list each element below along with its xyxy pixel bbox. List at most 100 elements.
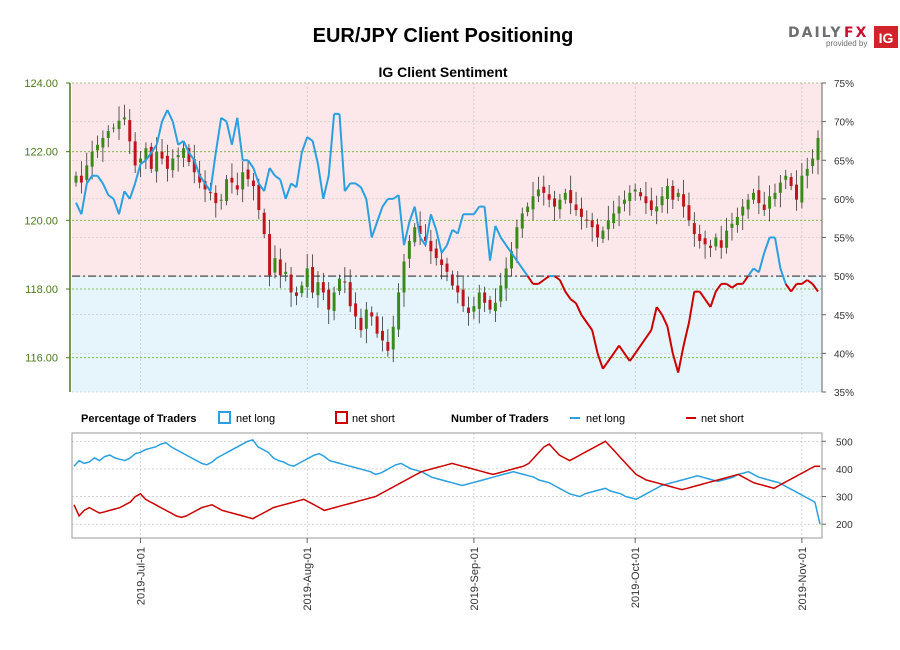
candle-down (380, 330, 384, 341)
candle-up (101, 137, 105, 148)
candle-down (547, 194, 551, 200)
date-tick-label: 2019-Oct-01 (630, 547, 642, 608)
candle-up (472, 306, 476, 312)
legend-num-short-label: net short (701, 413, 744, 425)
candle-down (596, 224, 600, 238)
candle-up (391, 326, 395, 350)
logo-fx-text: FX (844, 25, 868, 41)
candle-up (741, 206, 745, 216)
candle-up (241, 172, 245, 190)
candle-up (515, 227, 519, 249)
candle-up (96, 144, 99, 151)
candle-up (746, 199, 750, 210)
pct-tick-label: 35% (834, 388, 854, 399)
candle-down (639, 192, 643, 197)
net-short-pct-line-segment (526, 275, 819, 373)
candle-down (574, 204, 578, 211)
candle-up (144, 148, 148, 160)
legend-pct-header: Percentage of Traders (81, 413, 197, 425)
candle-up (784, 175, 788, 180)
candle-up (805, 168, 809, 176)
bottom-panel-frame (71, 432, 823, 539)
candle-up (628, 192, 632, 202)
candle-down (569, 190, 573, 204)
pct-tick-label: 45% (834, 311, 854, 322)
candle-up (402, 261, 406, 293)
candle-down (467, 307, 470, 314)
date-tick-label: 2019-Jul-01 (136, 547, 148, 605)
candle-up (633, 189, 637, 192)
candle-down (192, 159, 196, 173)
candle-up (477, 292, 481, 309)
candle-up (601, 230, 605, 239)
candle-down (461, 289, 465, 307)
candle-down (698, 234, 702, 241)
price-tick-label: 120.00 (24, 215, 58, 227)
candle-up (606, 220, 610, 230)
price-tick-label: 124.00 (24, 78, 58, 90)
legend-pct-long-swatch (218, 411, 231, 424)
count-axis-ticks: 200 300 400 500 (822, 437, 853, 531)
candle-up (74, 175, 78, 183)
candle-up (316, 282, 320, 296)
candle-up (493, 302, 497, 311)
pct-tick-label: 55% (834, 234, 854, 245)
candle-up (397, 292, 401, 330)
candle-down (289, 274, 293, 293)
count-tick-label: 500 (836, 437, 853, 448)
candle-down (440, 259, 444, 265)
candle-up (768, 196, 772, 209)
candle-down (235, 185, 239, 190)
date-tick-label: 2019-Nov-01 (797, 547, 809, 611)
net-long-count-line (73, 439, 821, 525)
candle-up (816, 137, 820, 160)
candle-up (337, 278, 341, 292)
ig-logo-text: IG (879, 30, 894, 46)
count-tick-label: 300 (836, 493, 853, 504)
candle-down (343, 281, 347, 283)
candle-down (375, 316, 379, 334)
candle-up (117, 120, 121, 130)
candle-up (660, 196, 664, 206)
count-tick-label: 400 (836, 465, 853, 476)
candle-up (531, 196, 535, 210)
candle-up (778, 182, 782, 193)
candle-up (730, 223, 734, 228)
pct-tick-label: 40% (834, 349, 854, 360)
candle-down (585, 219, 589, 221)
bottom-gridlines (72, 433, 822, 538)
candle-down (321, 282, 325, 293)
candle-down (354, 303, 358, 317)
candle-up (563, 192, 567, 200)
candle-down (278, 259, 282, 276)
candle-down (445, 263, 449, 272)
candle-down (187, 148, 191, 162)
candle-down (370, 312, 374, 317)
candle-down (757, 190, 761, 204)
candle-up (622, 199, 626, 204)
pct-axis-ticks: 35% 40% 45% 50% 55% 60% 65% 70% 75% (822, 79, 854, 399)
candle-down (294, 292, 298, 296)
candle-up (90, 151, 94, 167)
candle-up (122, 117, 126, 120)
candle-down (79, 175, 83, 183)
candle-up (407, 240, 411, 259)
candle-up (155, 151, 159, 172)
candle-up (171, 158, 175, 171)
candle-down (257, 184, 261, 211)
candle-up (273, 258, 277, 273)
candle-up (520, 213, 524, 229)
candle-down (789, 177, 793, 186)
panel-title: IG Client Sentiment (378, 64, 507, 80)
candle-down (703, 238, 707, 245)
candle-up (300, 285, 304, 294)
candle-down (386, 341, 390, 351)
count-tick-label: 200 (836, 520, 853, 531)
candle-up (676, 192, 680, 197)
candle-up (655, 206, 659, 212)
candle-down (719, 240, 723, 248)
candle-down (251, 180, 255, 186)
price-tick-label: 116.00 (25, 353, 58, 365)
